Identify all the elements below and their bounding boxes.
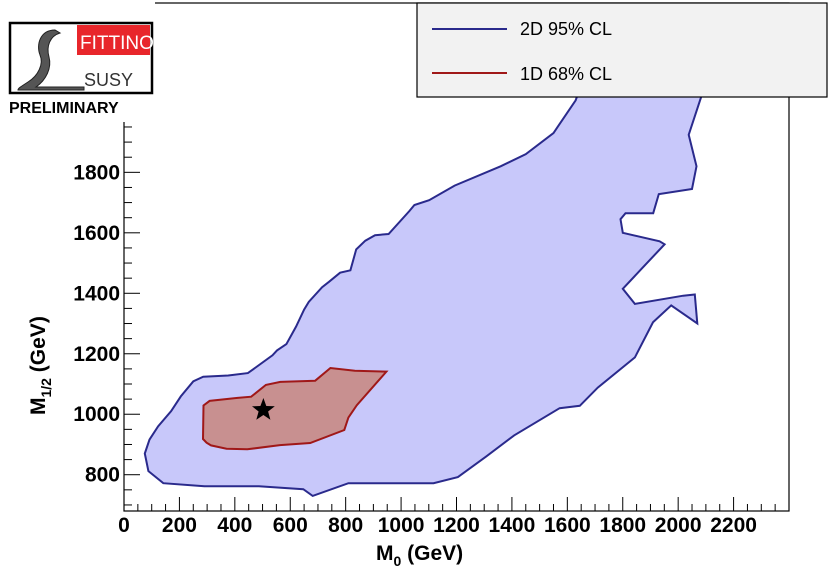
x-tick-label: 1000 [378,514,425,537]
logo-word-susy: SUSY [84,70,133,90]
x-tick-label: 2000 [655,514,702,537]
legend-label-1d: 1D 68% CL [520,64,612,84]
x-tick-label: 2200 [710,514,757,537]
x-tick-label: 600 [273,514,308,537]
y-tick-label: 1200 [73,343,120,366]
y-tick-label: 1400 [73,282,120,305]
contour-1d-68cl [201,366,389,451]
y-tick-label: 1600 [73,222,120,245]
x-axis-title: M0 (GeV) [376,542,463,567]
logo-caption-preliminary: PRELIMINARY [9,100,119,117]
y-tick-label: 800 [85,464,120,487]
logo-script-l-icon [17,29,85,91]
x-tick-label: 1800 [599,514,646,537]
y-axis-title: M1/2 (GeV) [27,316,54,415]
best-fit-star [252,398,275,420]
x-tick-label: 1400 [489,514,536,537]
x-tick-label: 400 [217,514,252,537]
x-tick-label: 200 [162,514,197,537]
fittino-logo: FITTINO SUSY PRELIMINARY [0,0,155,122]
y-tick-label: 1000 [73,403,120,426]
x-tick-label: 0 [118,514,130,537]
x-tick-label: 1200 [433,514,480,537]
logo-word-fittino: FITTINO [80,33,154,54]
x-tick-label: 800 [328,514,363,537]
legend: 2D 95% CL 1D 68% CL [416,2,828,98]
x-tick-label: 1600 [544,514,591,537]
legend-label-2d: 2D 95% CL [520,19,612,39]
y-tick-label: 1800 [73,161,120,184]
logo-red-band [77,25,150,55]
best-fit-star-marker [252,398,275,420]
x-axis-ticks: 0 200 400 600 800 1000 1200 1400 1600 1800 2000 220… [118,497,790,537]
